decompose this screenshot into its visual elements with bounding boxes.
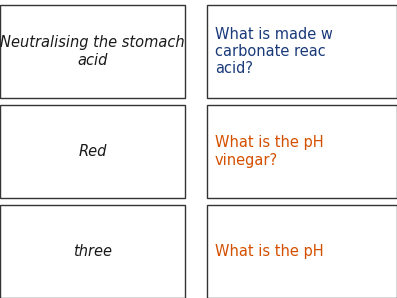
FancyBboxPatch shape [207, 205, 397, 298]
Text: What is the pH: What is the pH [215, 244, 324, 259]
Text: Red: Red [78, 144, 107, 159]
Text: What is made w
carbonate reac
acid?: What is made w carbonate reac acid? [215, 27, 333, 76]
FancyBboxPatch shape [0, 5, 185, 98]
Text: Neutralising the stomach
acid: Neutralising the stomach acid [0, 35, 185, 68]
FancyBboxPatch shape [207, 105, 397, 198]
FancyBboxPatch shape [0, 105, 185, 198]
FancyBboxPatch shape [0, 205, 185, 298]
Text: three: three [73, 244, 112, 259]
Text: What is the pH
vinegar?: What is the pH vinegar? [215, 135, 324, 168]
FancyBboxPatch shape [207, 5, 397, 98]
